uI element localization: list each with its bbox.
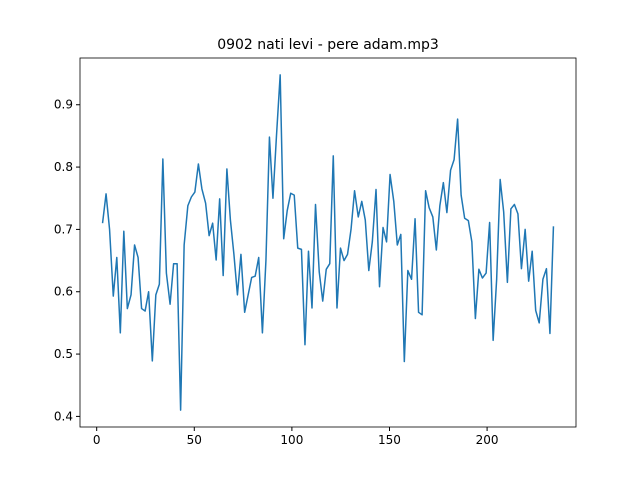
x-tick-label: 100 [280, 433, 303, 447]
x-tick-label: 0 [93, 433, 101, 447]
x-tick-label: 150 [378, 433, 401, 447]
x-tick-label: 200 [476, 433, 499, 447]
chart-title: 0902 nati levi - pere adam.mp3 [217, 37, 439, 53]
y-tick-label: 0.6 [54, 285, 73, 299]
y-tick-label: 0.4 [54, 409, 73, 423]
x-tick-label: 50 [187, 433, 202, 447]
data-line [101, 74, 555, 411]
y-tick-label: 0.5 [54, 347, 73, 361]
y-tick-label: 0.7 [54, 222, 73, 236]
y-tick-label: 0.9 [54, 98, 73, 112]
y-tick-label: 0.8 [54, 160, 73, 174]
plot-frame [79, 57, 577, 428]
